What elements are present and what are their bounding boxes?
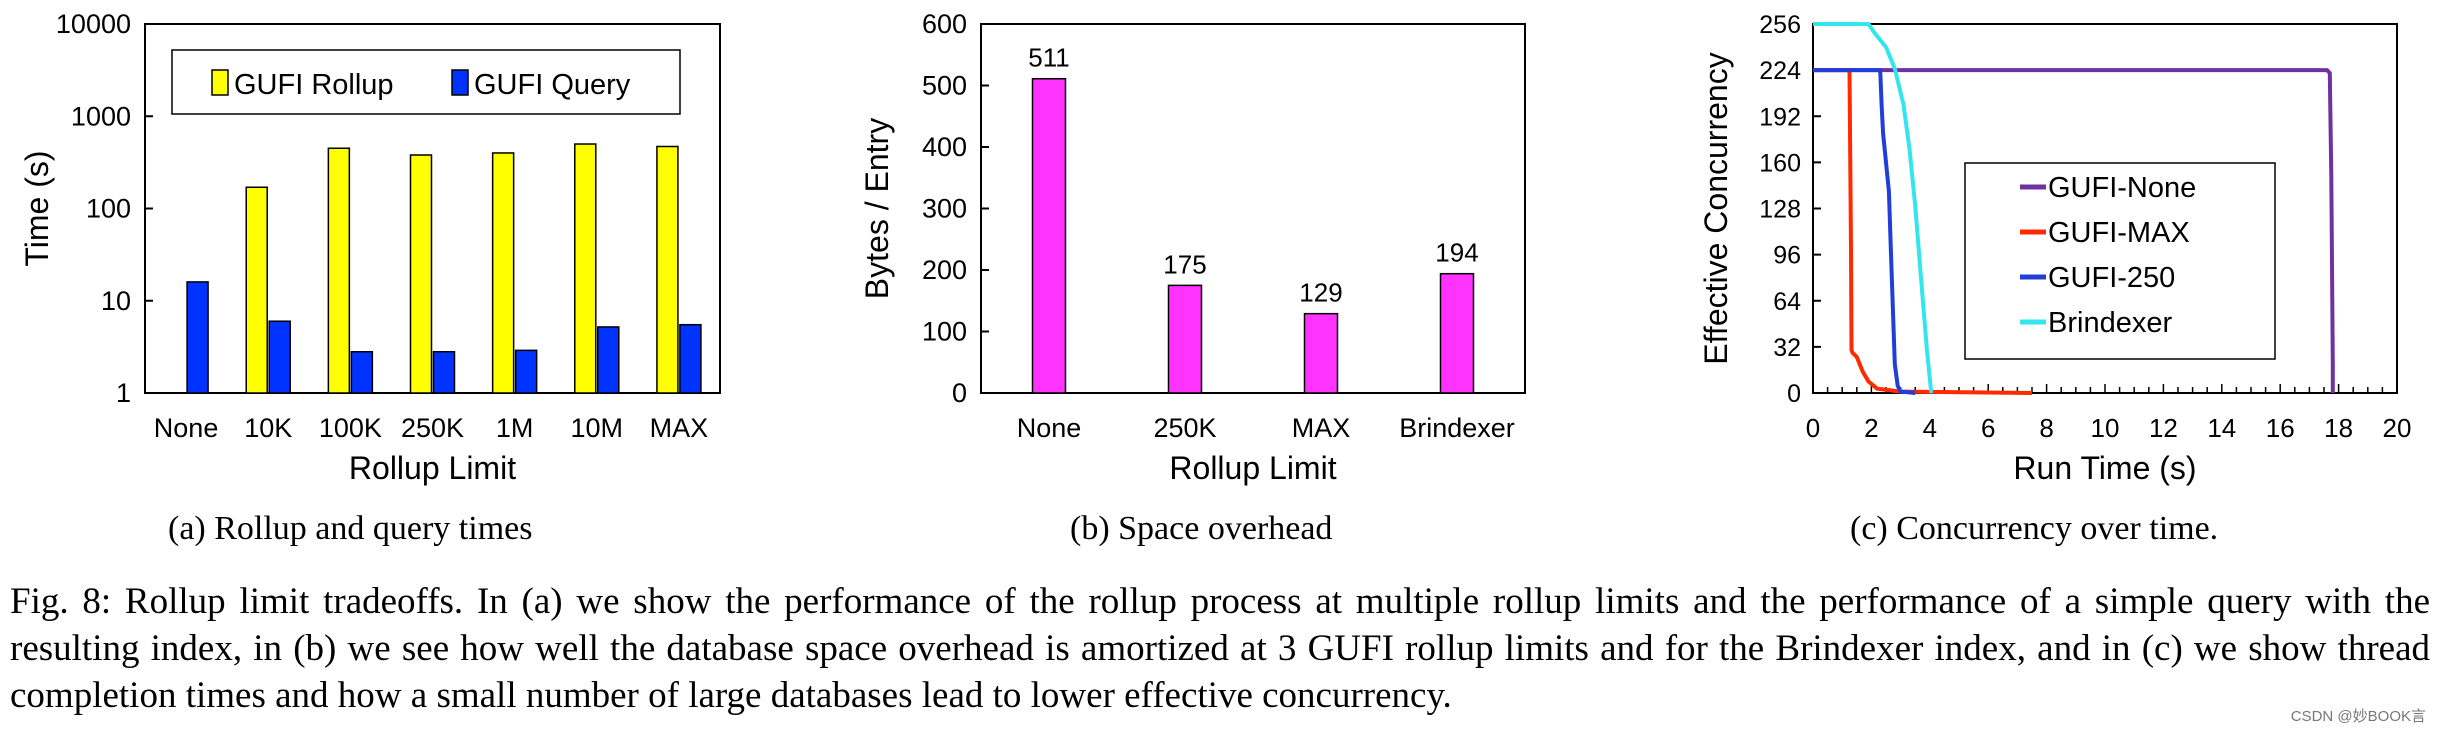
y-tick-label-b: 200 bbox=[922, 255, 967, 285]
x-tick-label-b: 250K bbox=[1153, 413, 1216, 443]
x-axis-label-c: Run Time (s) bbox=[2013, 450, 2196, 486]
legend-label-query: GUFI Query bbox=[474, 69, 631, 101]
chart-b-space-overhead: 0 100 200 300 400 500 600 None 511 250K 175 MAX 129 B… bbox=[859, 9, 1526, 486]
bar-a-rollup bbox=[409, 154, 433, 394]
subcaption-b: (b) Space overhead bbox=[1070, 510, 1333, 547]
y-tick-label-c: 0 bbox=[1787, 380, 1801, 408]
x-tick-label-a: 100K bbox=[319, 413, 382, 443]
x-tick-label-a: None bbox=[154, 413, 219, 443]
y-tick-label-c: 256 bbox=[1759, 11, 1801, 39]
legend-label-c: Brindexer bbox=[2048, 307, 2172, 339]
legend-label-rollup: GUFI Rollup bbox=[234, 69, 394, 101]
y-tick-label-b: 100 bbox=[922, 317, 967, 347]
legend-swatch-rollup bbox=[211, 69, 229, 96]
chart-a-rollup-query-times: 1 10 100 1000 10000 None 10K 100K 250K 1M 10M MAX Ro… bbox=[19, 9, 721, 486]
y-tick-label-b: 500 bbox=[922, 71, 967, 101]
bar-b bbox=[1167, 284, 1203, 394]
x-tick-label-c: 18 bbox=[2324, 413, 2353, 443]
x-tick-label-a: MAX bbox=[650, 413, 709, 443]
legend-swatch-query bbox=[451, 69, 469, 96]
x-tick-label-c: 14 bbox=[2207, 413, 2236, 443]
data-label-b: 175 bbox=[1163, 249, 1206, 279]
series-line-gufi-250 bbox=[1813, 68, 1916, 395]
series-line-gufi-max bbox=[1813, 68, 2033, 395]
legend-label-c: GUFI-MAX bbox=[2048, 217, 2190, 249]
x-tick-label-b: MAX bbox=[1292, 413, 1351, 443]
bar-a-query bbox=[597, 326, 620, 394]
bar-a-query bbox=[432, 350, 456, 394]
y-tick-label-c: 96 bbox=[1773, 242, 1801, 270]
bar-b bbox=[1303, 312, 1339, 394]
bar-b bbox=[1439, 272, 1475, 394]
data-label-b: 511 bbox=[1028, 43, 1069, 73]
x-tick-label-c: 0 bbox=[1806, 413, 1820, 443]
chart-c-concurrency: 0 32 64 96 128 160 192 224 256 0 2 4 6 8 10 12 14 16 18 20 R… bbox=[1698, 11, 2411, 486]
x-tick-label-a: 250K bbox=[401, 413, 464, 443]
x-tick-label-c: 4 bbox=[1923, 413, 1937, 443]
x-tick-label-c: 12 bbox=[2149, 413, 2178, 443]
bar-b bbox=[1031, 77, 1067, 394]
bar-a-query bbox=[679, 323, 702, 394]
y-tick-label-b: 300 bbox=[922, 194, 967, 224]
legend-a: GUFI Rollup GUFI Query bbox=[171, 49, 681, 115]
y-tick-label-a: 1 bbox=[116, 378, 131, 408]
y-axis-label-b: Bytes / Entry bbox=[859, 118, 895, 299]
subcaption-c: (c) Concurrency over time. bbox=[1850, 510, 2219, 547]
bar-a-rollup bbox=[656, 145, 679, 394]
y-tick-label-a: 100 bbox=[86, 194, 131, 224]
y-tick-label-c: 64 bbox=[1773, 288, 1801, 316]
x-tick-label-c: 8 bbox=[2039, 413, 2053, 443]
y-tick-label-c: 32 bbox=[1773, 334, 1801, 362]
bar-a-rollup bbox=[245, 186, 268, 394]
subcaption-a: (a) Rollup and query times bbox=[168, 510, 533, 547]
y-tick-label-c: 160 bbox=[1759, 149, 1801, 177]
bar-a-rollup bbox=[327, 147, 351, 394]
legend-label-c: GUFI-250 bbox=[2048, 262, 2175, 294]
figure-caption: Fig. 8: Rollup limit tradeoffs. In (a) w… bbox=[10, 581, 2430, 716]
bar-a-rollup bbox=[574, 143, 597, 394]
x-tick-label-c: 10 bbox=[2091, 413, 2120, 443]
x-tick-label-c: 20 bbox=[2383, 413, 2412, 443]
data-label-b: 194 bbox=[1435, 238, 1478, 268]
series-line-brindexer bbox=[1813, 22, 1934, 394]
x-axis-label-a: Rollup Limit bbox=[349, 450, 516, 486]
bar-a-rollup bbox=[491, 152, 515, 394]
series-line-gufi-none bbox=[1813, 68, 2335, 393]
watermark-text: CSDN @妙BOOK言 bbox=[2290, 708, 2426, 725]
y-tick-label-a: 10000 bbox=[56, 9, 131, 39]
y-tick-label-b: 600 bbox=[922, 9, 967, 39]
bar-a-query bbox=[514, 349, 538, 394]
bar-a-query bbox=[350, 350, 374, 394]
legend-c: GUFI-None GUFI-MAX GUFI-250 Brindexer bbox=[1964, 162, 2276, 360]
y-tick-label-a: 10 bbox=[101, 286, 131, 316]
bar-a-query bbox=[186, 281, 209, 394]
y-tick-label-c: 128 bbox=[1759, 196, 1801, 224]
y-tick-label-c: 224 bbox=[1759, 57, 1801, 85]
legend-box-a bbox=[171, 49, 681, 115]
y-tick-label-c: 192 bbox=[1759, 103, 1801, 131]
x-tick-label-b: Brindexer bbox=[1399, 413, 1515, 443]
data-label-b: 129 bbox=[1299, 278, 1342, 308]
x-tick-label-a: 1M bbox=[496, 413, 534, 443]
legend-box-c bbox=[1964, 162, 2276, 360]
x-tick-label-b: None bbox=[1017, 413, 1082, 443]
x-tick-label-c: 6 bbox=[1981, 413, 1995, 443]
x-axis-label-b: Rollup Limit bbox=[1169, 450, 1336, 486]
y-tick-label-b: 400 bbox=[922, 132, 967, 162]
y-tick-label-a: 1000 bbox=[71, 101, 131, 131]
x-tick-label-c: 2 bbox=[1864, 413, 1878, 443]
x-tick-label-a: 10M bbox=[571, 413, 624, 443]
y-tick-label-b: 0 bbox=[952, 378, 967, 408]
bar-a-query bbox=[268, 320, 291, 394]
y-axis-label-a: Time (s) bbox=[19, 150, 55, 266]
x-tick-label-c: 16 bbox=[2266, 413, 2295, 443]
y-axis-label-c: Effective Concurrency bbox=[1698, 52, 1734, 364]
legend-label-c: GUFI-None bbox=[2048, 172, 2196, 204]
x-tick-label-a: 10K bbox=[244, 413, 292, 443]
